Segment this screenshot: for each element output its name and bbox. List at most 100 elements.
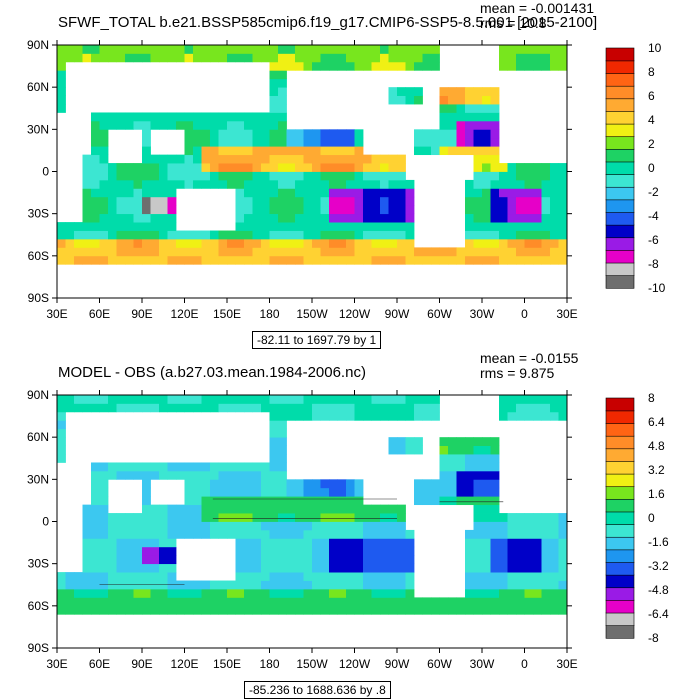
field-cell xyxy=(482,538,491,548)
field-cell xyxy=(320,154,330,164)
field-cell xyxy=(380,255,389,265)
field-cell xyxy=(371,45,381,54)
field-cell xyxy=(337,255,347,265)
field-cell xyxy=(371,572,381,581)
field-cell xyxy=(448,255,457,265)
field-cell xyxy=(303,504,313,514)
field-cell xyxy=(91,129,100,139)
contour-info-box: -85.236 to 1688.636 by .8 xyxy=(244,681,391,699)
field-cell xyxy=(278,529,287,539)
field-cell xyxy=(193,163,202,172)
field-cell xyxy=(405,403,415,413)
field-cell xyxy=(439,95,449,105)
field-cell xyxy=(490,588,500,598)
field-cell xyxy=(346,45,355,54)
field-cell xyxy=(252,597,262,607)
field-cell xyxy=(244,572,253,581)
field-cell xyxy=(142,403,151,413)
field-cell xyxy=(422,137,432,147)
field-cell xyxy=(541,163,551,172)
field-cell xyxy=(193,513,202,522)
field-cell xyxy=(295,179,304,189)
field-cell xyxy=(405,53,415,63)
field-cell xyxy=(167,120,177,130)
field-cell xyxy=(65,395,75,404)
field-cell xyxy=(252,403,262,413)
field-cell xyxy=(329,605,338,615)
field-cell xyxy=(125,395,134,404)
field-cell xyxy=(57,247,66,257)
field-cell xyxy=(354,188,364,198)
field-cell xyxy=(312,222,321,231)
field-cell xyxy=(405,572,415,581)
field-cell xyxy=(91,521,100,531)
field-cell xyxy=(303,521,313,531)
field-cell xyxy=(490,496,500,506)
field-cell xyxy=(116,529,126,539)
field-cell xyxy=(278,137,287,147)
field-cell xyxy=(329,163,338,172)
field-cell xyxy=(167,529,177,539)
field-cell xyxy=(91,230,100,240)
field-cell xyxy=(397,513,406,522)
field-cell xyxy=(244,538,253,548)
field-cell xyxy=(193,395,202,404)
field-cell xyxy=(286,588,296,598)
field-cell xyxy=(541,205,551,215)
field-cell xyxy=(397,572,406,581)
field-cell xyxy=(150,205,160,215)
field-cell xyxy=(550,580,559,590)
y-tick-label: 60S xyxy=(28,249,49,263)
field-cell xyxy=(116,205,126,215)
field-cell xyxy=(91,479,100,489)
field-cell xyxy=(490,179,500,189)
field-cell xyxy=(405,205,415,215)
field-cell xyxy=(541,538,551,548)
field-cell xyxy=(252,205,262,215)
field-cell xyxy=(380,563,389,573)
field-cell xyxy=(286,605,296,615)
field-cell xyxy=(176,120,185,130)
field-cell xyxy=(312,403,321,413)
field-cell xyxy=(448,87,457,96)
field-cell xyxy=(490,255,500,265)
field-cell xyxy=(550,196,559,206)
field-cell xyxy=(507,171,517,181)
field-cell xyxy=(74,588,83,598)
field-cell xyxy=(354,487,364,497)
field-cell xyxy=(507,572,517,581)
field-cell xyxy=(363,163,372,172)
field-cell xyxy=(201,112,211,122)
field-cell xyxy=(218,146,228,156)
field-cell xyxy=(150,605,160,615)
field-cell xyxy=(252,546,262,556)
colorbar-box xyxy=(605,574,635,589)
field-cell xyxy=(227,487,236,497)
colorbar-box xyxy=(605,612,635,626)
field-cell xyxy=(490,563,500,573)
field-cell xyxy=(82,154,92,164)
field-cell xyxy=(303,588,313,598)
field-cell xyxy=(303,213,313,223)
field-cell xyxy=(133,179,143,189)
field-cell xyxy=(65,403,75,413)
field-cell xyxy=(397,504,406,514)
field-cell xyxy=(159,163,168,172)
field-cell xyxy=(507,597,517,607)
field-cell xyxy=(473,230,483,240)
field-cell xyxy=(261,213,270,223)
field-cell xyxy=(108,112,117,122)
field-cell xyxy=(159,546,168,556)
field-cell xyxy=(159,538,168,548)
field-cell xyxy=(235,120,245,130)
field-cell xyxy=(252,45,262,54)
field-cell xyxy=(295,572,304,581)
field-cell xyxy=(482,146,491,156)
field-cell xyxy=(371,395,381,404)
field-cell xyxy=(142,45,151,54)
field-cell xyxy=(303,247,313,257)
field-cell xyxy=(269,87,279,96)
field-cell xyxy=(550,205,559,215)
colorbar-box xyxy=(605,174,635,188)
field-cell xyxy=(116,112,126,122)
